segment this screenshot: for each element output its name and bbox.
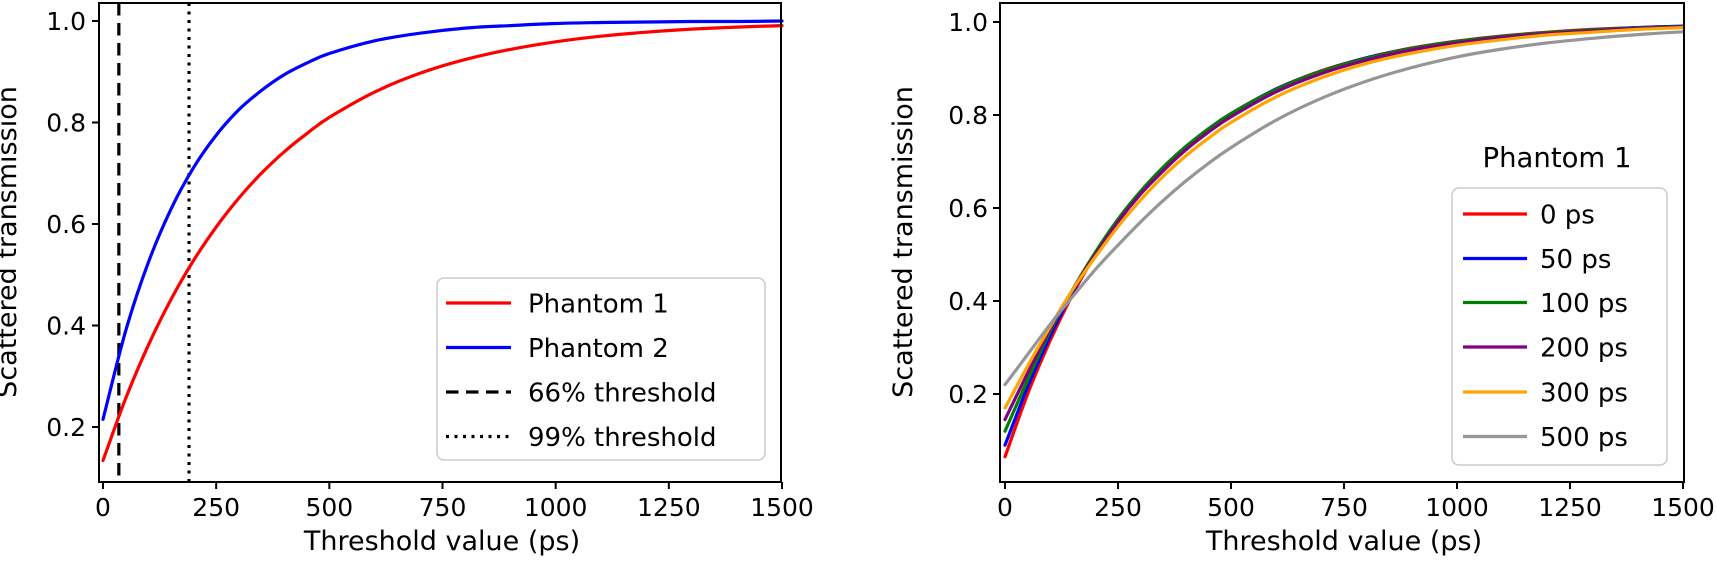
x-tick-label: 750 bbox=[419, 493, 467, 522]
legend-label: 500 ps bbox=[1540, 423, 1628, 453]
x-tick-label: 0 bbox=[997, 493, 1013, 522]
x-tick-label: 1500 bbox=[1651, 493, 1715, 522]
left-plot: 0 250 500 750 1000 1250 1500 0.2 0.4 0.6 0.8 1.0 Thr… bbox=[0, 2, 814, 557]
x-tick-label: 1250 bbox=[1538, 493, 1602, 522]
curve-phantom-2 bbox=[101, 19, 784, 421]
y-tick-label: 0.6 bbox=[948, 194, 988, 223]
x-tick-label: 1500 bbox=[750, 493, 814, 522]
x-tick-label: 1000 bbox=[1425, 493, 1489, 522]
y-tick-label: 0.4 bbox=[46, 312, 86, 341]
legend: Phantom 1 0 ps 50 ps 100 ps 200 ps 300 ps 500 … bbox=[1451, 142, 1668, 466]
legend-label: Phantom 1 bbox=[528, 290, 669, 320]
curve-300-ps bbox=[1003, 26, 1685, 410]
legend-title: Phantom 1 bbox=[1483, 142, 1632, 174]
x-tick-label: 0 bbox=[95, 493, 111, 522]
curve-500-ps bbox=[1003, 30, 1685, 387]
x-axis-label: Threshold value (ps) bbox=[1205, 526, 1482, 557]
x-tick-label: 1250 bbox=[637, 493, 701, 522]
x-axis-label: Threshold value (ps) bbox=[303, 526, 580, 557]
plot-frame bbox=[98, 2, 782, 483]
legend-label: 100 ps bbox=[1540, 289, 1628, 319]
y-tick-label: 0.2 bbox=[948, 380, 988, 409]
curve-phantom-1 bbox=[101, 24, 784, 463]
right-plot: 0 250 500 750 1000 1250 1500 0.2 0.4 0.6 0.8 1.0 Thr… bbox=[888, 2, 1715, 557]
x-tick-label: 750 bbox=[1320, 493, 1368, 522]
plot-frame bbox=[999, 2, 1685, 483]
y-axis-label: Scattered transmission bbox=[0, 86, 23, 398]
x-tick-label: 250 bbox=[1094, 493, 1142, 522]
legend-label: Phantom 2 bbox=[528, 334, 669, 364]
legend-label: 0 ps bbox=[1540, 201, 1595, 231]
y-tick-label: 1.0 bbox=[948, 8, 988, 37]
x-tick-label: 1000 bbox=[524, 493, 588, 522]
legend-label: 200 ps bbox=[1540, 334, 1628, 364]
y-tick-label: 0.2 bbox=[46, 413, 86, 442]
legend: Phantom 1 Phantom 2 66% threshold 99% thres… bbox=[436, 277, 766, 461]
x-tick-label: 500 bbox=[305, 493, 353, 522]
x-tick-label: 250 bbox=[192, 493, 240, 522]
legend-label: 99% threshold bbox=[528, 423, 717, 453]
legend-label: 50 ps bbox=[1540, 245, 1611, 275]
y-tick-label: 0.4 bbox=[948, 287, 988, 316]
x-tick-label: 500 bbox=[1207, 493, 1255, 522]
legend-box bbox=[436, 277, 766, 461]
legend-label: 66% threshold bbox=[528, 379, 717, 409]
legend-label: 300 ps bbox=[1540, 379, 1628, 409]
y-tick-label: 1.0 bbox=[46, 7, 86, 36]
y-tick-label: 0.6 bbox=[46, 210, 86, 239]
y-tick-label: 0.8 bbox=[948, 101, 988, 130]
y-axis-label: Scattered transmission bbox=[888, 86, 919, 398]
y-tick-label: 0.8 bbox=[46, 109, 86, 138]
